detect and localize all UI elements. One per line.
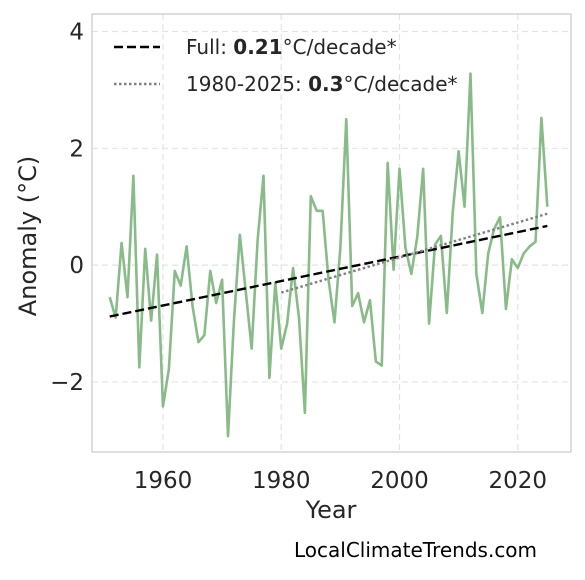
plot-frame	[91, 13, 572, 453]
legend-label: 1980-2025: 0.3°C/decade*	[186, 72, 458, 96]
x-tick-label: 1980	[252, 468, 311, 494]
legend-label: Full: 0.21°C/decade*	[186, 35, 397, 59]
y-tick-label: −2	[50, 370, 84, 396]
trend-line-dashed	[109, 224, 548, 318]
x-tick-labels: 1960 1980 2000 2020	[134, 468, 547, 494]
x-axis-label: Year	[305, 496, 357, 524]
x-tick-label: 2020	[489, 468, 548, 494]
trend-layer	[109, 212, 548, 318]
legend: Full: 0.21°C/decade* 1980-2025: 0.3°C/dec…	[114, 35, 458, 96]
watermark: LocalClimateTrends.com	[294, 538, 538, 562]
y-tick-label: 4	[69, 20, 84, 46]
y-tick-label: 2	[69, 136, 84, 162]
anomaly-series-line	[108, 72, 549, 438]
trend-line-dotted	[280, 212, 548, 294]
x-tick-label: 2000	[370, 468, 429, 494]
y-tick-label: 0	[69, 253, 84, 279]
x-tick-label: 1960	[134, 468, 193, 494]
series-layer	[108, 72, 549, 438]
y-axis-label: Anomaly (°C)	[14, 156, 42, 316]
y-tick-labels: −2 0 2 4	[50, 20, 84, 396]
